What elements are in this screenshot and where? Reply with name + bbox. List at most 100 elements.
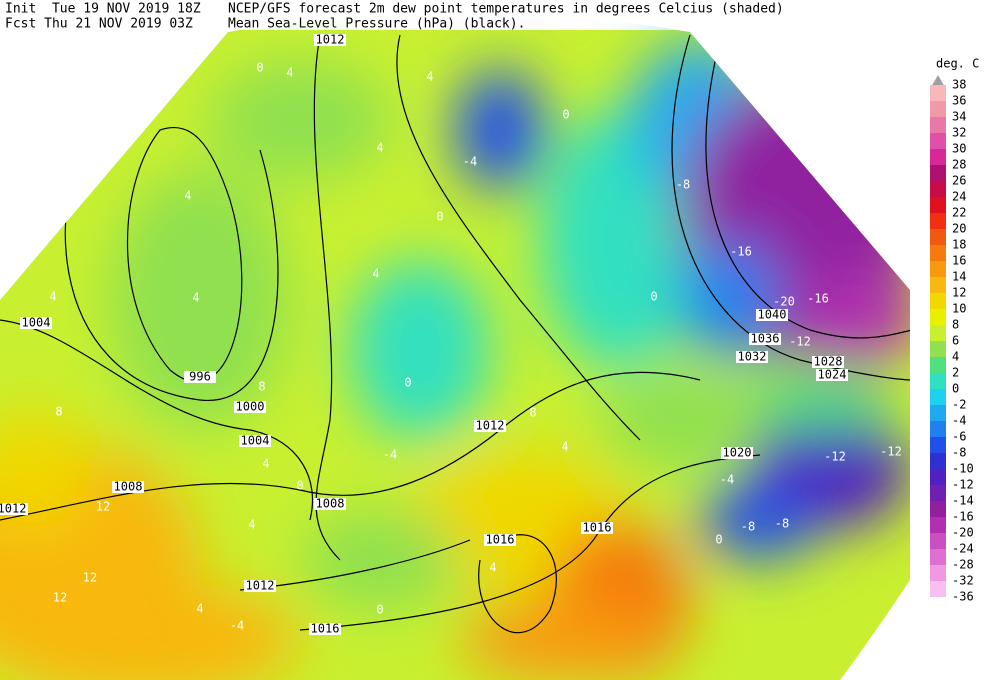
colorbar-swatch	[930, 277, 946, 293]
colorbar-swatch	[930, 341, 946, 357]
dewpoint-label: 4	[184, 189, 191, 203]
colorbar-swatch	[930, 229, 946, 245]
colorbar-label: 16	[952, 254, 966, 268]
dewpoint-label: -16	[730, 245, 752, 259]
colorbar-label: -16	[952, 510, 974, 524]
isobar-label-bg	[474, 420, 506, 432]
init-time: Init Tue 19 NOV 2019 18Z	[5, 2, 201, 17]
colorbar-unit: deg. C	[936, 57, 979, 71]
isobar-label: 1012	[246, 579, 275, 593]
isobar-label: 1024	[818, 368, 847, 382]
isobar-label-bg	[244, 580, 276, 592]
map-labels: 1012 1004 996 1000 1004 1008 1012 1008 1012 1016 1…	[0, 33, 902, 636]
isobar-label: 1008	[316, 497, 345, 511]
dewpoint-label: 4	[196, 602, 203, 616]
isobar-label-bg	[234, 401, 266, 413]
colorbar-label: 22	[952, 206, 966, 220]
dewpoint-label: 12	[53, 591, 67, 605]
isobar-label-bg	[816, 369, 848, 381]
colorbar-label: 14	[952, 270, 966, 284]
colorbar-swatch	[930, 325, 946, 341]
isobar-label-bg	[756, 309, 788, 321]
isobar-label-bg	[309, 623, 341, 635]
dewpoint-label: 0	[715, 533, 722, 547]
colorbar-swatch	[930, 565, 946, 581]
colorbar-swatch	[930, 405, 946, 421]
dewpoint-label: -4	[383, 448, 397, 462]
dewpoint-label: 4	[561, 440, 568, 454]
isobar-label: 1040	[758, 308, 787, 322]
isobar-label-bg	[112, 481, 144, 493]
dewpoint-label: 4	[248, 518, 255, 532]
dewpoint-label: 8	[529, 406, 536, 420]
colorbar-swatch	[930, 357, 946, 373]
dewpoint-label: -20	[773, 295, 795, 309]
colorbar-label: -12	[952, 478, 974, 492]
dewpoint-label: -8	[741, 520, 755, 534]
dewpoint-label: 0	[256, 61, 263, 75]
dewpoint-label: -12	[880, 445, 902, 459]
colorbar-swatch	[930, 581, 946, 597]
colorbar-label: -4	[952, 414, 966, 428]
title: NCEP/GFS forecast 2m dew point temperatu…	[228, 2, 784, 17]
colorbar-label: 28	[952, 158, 966, 172]
colorbar: deg. C 383634323028262422201816141210864…	[930, 57, 979, 604]
isobar-label: 1004	[241, 434, 270, 448]
isobar-label: 1032	[738, 350, 767, 364]
colorbar-label: -6	[952, 430, 966, 444]
isobar-label: 996	[189, 370, 211, 384]
dewpoint-label: -8	[775, 517, 789, 531]
dewpoint-label: 8	[258, 380, 265, 394]
isobar-label: 1004	[22, 316, 51, 330]
isobar-label-bg	[812, 356, 844, 368]
isobar-label: 1008	[114, 480, 143, 494]
dewpoint-label: -8	[676, 178, 690, 192]
dewpoint-label: 0	[376, 603, 383, 617]
colorbar-label: 36	[952, 94, 966, 108]
dewpoint-label: 0	[436, 210, 443, 224]
isobar-label-bg	[749, 333, 781, 345]
forecast-time: Fcst Thu 21 NOV 2019 03Z	[5, 17, 193, 32]
colorbar-swatch	[930, 309, 946, 325]
map-area	[0, 30, 910, 680]
colorbar-swatch	[930, 549, 946, 565]
colorbar-swatch	[930, 149, 946, 165]
colorbar-swatch	[930, 421, 946, 437]
colorbar-swatch	[930, 533, 946, 549]
colorbar-swatch	[930, 261, 946, 277]
colorbar-label: -10	[952, 462, 974, 476]
colorbar-label: -8	[952, 446, 966, 460]
isobar-label-bg	[184, 371, 216, 383]
isobar-label-bg	[239, 435, 271, 447]
colorbar-swatch	[930, 213, 946, 229]
isobar-label: 1016	[486, 533, 515, 547]
colorbar-swatch	[930, 501, 946, 517]
colorbar-label: -24	[952, 542, 974, 556]
colorbar-swatch	[930, 181, 946, 197]
colorbar-label: -20	[952, 526, 974, 540]
dewpoint-label: 4	[489, 561, 496, 575]
isobar-label-bg	[314, 498, 346, 510]
colorbar-label: -28	[952, 558, 974, 572]
dewpoint-label: 12	[96, 500, 110, 514]
isobar-label: 1012	[0, 502, 26, 516]
colorbar-swatch	[930, 437, 946, 453]
isobar-label: 1012	[316, 33, 345, 47]
dewpoint-label: 12	[83, 571, 97, 585]
dewpoint-label: 4	[376, 141, 383, 155]
colorbar-swatch	[930, 517, 946, 533]
isobar-label: 1028	[814, 355, 843, 369]
dewpoint-label: 4	[192, 291, 199, 305]
colorbar-label: -32	[952, 574, 974, 588]
colorbar-label: -2	[952, 398, 966, 412]
colorbar-swatch	[930, 197, 946, 213]
dewpoint-label: -4	[720, 473, 734, 487]
isobar-label-bg	[484, 534, 516, 546]
colorbar-swatch	[930, 373, 946, 389]
dewpoint-label: 4	[262, 457, 269, 471]
dewpoint-label: 0	[650, 290, 657, 304]
colorbar-label: -14	[952, 494, 974, 508]
isobar-label-bg	[736, 351, 768, 363]
isobar-label-bg	[0, 503, 28, 515]
dewpoint-label: -4	[230, 619, 244, 633]
